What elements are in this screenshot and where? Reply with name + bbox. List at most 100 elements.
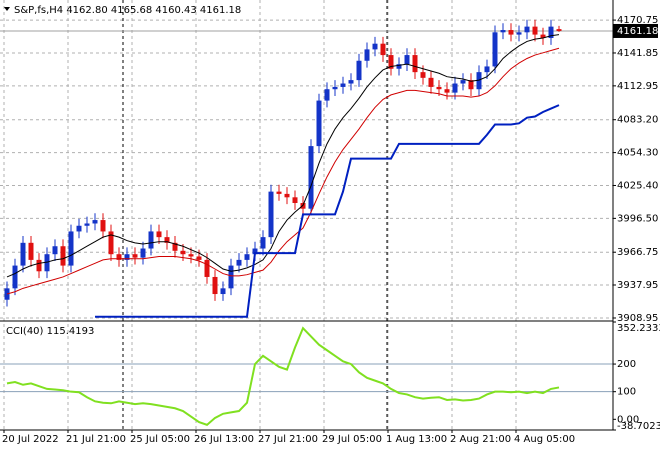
candle-body xyxy=(244,254,250,260)
candle-body xyxy=(132,254,138,258)
candle-body xyxy=(228,265,234,289)
candle-body xyxy=(44,254,50,272)
candle-body xyxy=(460,80,466,84)
candle-body xyxy=(452,83,458,93)
x-tick-label: 25 Jul 05:00 xyxy=(130,434,190,445)
chart-title: S&P,fs,H4 4162.80 4165.68 4160.43 4161.1… xyxy=(14,5,241,16)
candle-body xyxy=(92,220,98,224)
candle-body xyxy=(36,259,42,272)
candle-body xyxy=(252,248,258,255)
x-tick-label: 20 Jul 2022 xyxy=(2,434,59,445)
candle-body xyxy=(468,80,474,90)
candle-body xyxy=(140,248,146,258)
cci-line xyxy=(6,326,560,426)
x-tick-label: 27 Jul 21:00 xyxy=(258,434,318,445)
y-tick-label: 4083.20 xyxy=(617,115,658,126)
candle-body xyxy=(540,34,546,39)
candle-body xyxy=(548,26,554,39)
candle-body xyxy=(212,276,218,295)
candle-body xyxy=(20,242,26,266)
candle-body xyxy=(12,265,18,289)
cci-title: CCI(40) 115.4193 xyxy=(6,326,94,337)
candle-body xyxy=(124,254,130,260)
candle-body xyxy=(100,220,106,232)
candle-body xyxy=(292,197,298,204)
candle-body xyxy=(340,83,346,87)
current-price-box xyxy=(613,23,658,38)
x-tick-label: 26 Jul 13:00 xyxy=(194,434,254,445)
x-tick-label: 2 Aug 21:00 xyxy=(450,434,511,445)
candle-body xyxy=(380,43,386,56)
candle-body xyxy=(164,237,170,243)
y-tick-label: 4025.40 xyxy=(617,180,658,191)
candle-body xyxy=(532,26,538,35)
candle-body xyxy=(500,30,506,33)
candle-body xyxy=(148,231,154,249)
current-price-label: 4161.18 xyxy=(617,26,658,37)
candle-body xyxy=(428,77,434,87)
candle-body xyxy=(484,66,490,73)
candle-body xyxy=(324,89,330,101)
x-tick-label: 29 Jul 05:00 xyxy=(322,434,382,445)
candle-body xyxy=(276,191,282,194)
candle-body xyxy=(188,254,194,257)
candle-body xyxy=(108,231,114,255)
y-tick-label: 200 xyxy=(617,359,636,370)
candle-body xyxy=(180,250,186,255)
candle-body xyxy=(68,231,74,266)
y-tick-label: 3908.95 xyxy=(617,313,658,324)
candle-body xyxy=(4,288,10,300)
candle-body xyxy=(420,72,426,78)
y-tick-label: -38.7023 xyxy=(617,421,660,432)
candle-body xyxy=(284,193,290,198)
candle-body xyxy=(316,100,322,147)
indicator-line xyxy=(95,104,560,318)
candle-body xyxy=(388,55,394,69)
candle-body xyxy=(308,146,314,209)
y-tick-label: 352.2333 xyxy=(617,323,660,334)
candle-body xyxy=(236,259,242,266)
candle-body xyxy=(204,259,210,277)
y-tick-label: 3966.75 xyxy=(617,247,658,258)
candle-body xyxy=(436,86,442,90)
candle-body xyxy=(220,288,226,295)
x-tick-label: 1 Aug 13:00 xyxy=(386,434,447,445)
candle-body xyxy=(356,60,362,81)
candle-body xyxy=(84,223,90,226)
y-tick-label: 4170.75 xyxy=(617,15,658,26)
y-tick-label: 4112.95 xyxy=(617,81,658,92)
candle-body xyxy=(508,30,514,35)
y-tick-label: 0.00 xyxy=(617,414,639,425)
y-tick-label: 4141.85 xyxy=(617,48,658,59)
y-tick-label: 3937.95 xyxy=(617,280,658,291)
candle-body xyxy=(76,225,82,232)
candle-body xyxy=(260,237,266,249)
candle-body xyxy=(492,32,498,67)
menu-triangle xyxy=(4,7,10,11)
candle-body xyxy=(348,80,354,84)
candle-body xyxy=(404,55,410,65)
candle-body xyxy=(156,231,162,238)
candle-body xyxy=(396,64,402,69)
candle-body xyxy=(372,43,378,50)
marks xyxy=(4,19,562,426)
y-tick-label: 100 xyxy=(617,387,636,398)
candle-body xyxy=(364,49,370,61)
candle-body xyxy=(524,26,530,33)
x-tick-label: 21 Jul 21:00 xyxy=(66,434,126,445)
candle-body xyxy=(444,89,450,93)
x-tick-label: 4 Aug 05:00 xyxy=(514,434,575,445)
candle-body xyxy=(116,254,122,260)
candle-body xyxy=(172,242,178,251)
indicator-line xyxy=(6,47,560,295)
y-tick-label: 3996.50 xyxy=(617,213,658,224)
candle-body xyxy=(60,246,66,266)
candle-body xyxy=(516,32,522,35)
candle-body xyxy=(556,29,562,31)
candle-body xyxy=(476,72,482,90)
indicator-line xyxy=(6,34,560,278)
candle-body xyxy=(196,256,202,260)
y-tick-label: 4054.30 xyxy=(617,148,658,159)
